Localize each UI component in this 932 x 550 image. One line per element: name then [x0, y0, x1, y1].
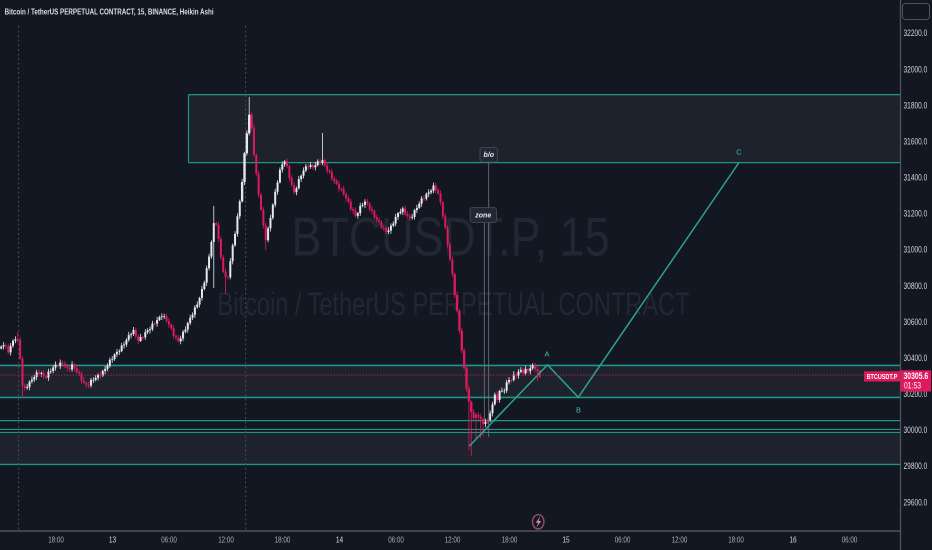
- svg-text:29600.0: 29600.0: [904, 497, 928, 508]
- svg-text:18:00: 18:00: [48, 536, 64, 545]
- svg-text:30400.0: 30400.0: [904, 353, 928, 364]
- svg-text:zone: zone: [474, 212, 491, 219]
- svg-text:01:53: 01:53: [904, 381, 921, 391]
- svg-text:18:00: 18:00: [275, 536, 291, 545]
- svg-text:06:00: 06:00: [615, 536, 631, 545]
- svg-text:29800.0: 29800.0: [904, 461, 928, 472]
- svg-text:12:00: 12:00: [672, 536, 688, 545]
- svg-text:32000.0: 32000.0: [904, 64, 928, 75]
- svg-text:Bitcoin / TetherUS PERPETUAL C: Bitcoin / TetherUS PERPETUAL CONTRACT, 1…: [5, 7, 214, 16]
- svg-text:B: B: [576, 406, 581, 415]
- svg-text:30800.0: 30800.0: [904, 281, 928, 292]
- svg-text:06:00: 06:00: [388, 536, 404, 545]
- svg-text:18:00: 18:00: [728, 536, 744, 545]
- svg-text:12:00: 12:00: [218, 536, 234, 545]
- svg-text:12:00: 12:00: [445, 536, 461, 545]
- svg-text:b/o: b/o: [484, 152, 495, 159]
- svg-text:BTCUSDT.P: BTCUSDT.P: [867, 372, 898, 381]
- svg-text:30000.0: 30000.0: [904, 425, 928, 436]
- svg-text:31800.0: 31800.0: [904, 100, 928, 111]
- svg-text:31600.0: 31600.0: [904, 137, 928, 148]
- svg-text:30305.6: 30305.6: [904, 371, 929, 382]
- svg-text:30200.0: 30200.0: [904, 389, 928, 400]
- svg-text:18:00: 18:00: [502, 536, 518, 545]
- svg-text:31400.0: 31400.0: [904, 173, 928, 184]
- svg-text:32200.0: 32200.0: [904, 28, 928, 39]
- svg-text:Bitcoin / TetherUS PERPETUAL C: Bitcoin / TetherUS PERPETUAL CONTRACT: [218, 286, 690, 322]
- svg-text:16: 16: [789, 536, 796, 545]
- svg-text:A: A: [544, 350, 549, 359]
- svg-text:13: 13: [109, 536, 116, 545]
- svg-text:06:00: 06:00: [161, 536, 177, 545]
- svg-text:30600.0: 30600.0: [904, 317, 928, 328]
- svg-text:15: 15: [562, 536, 570, 545]
- svg-text:31200.0: 31200.0: [904, 209, 928, 220]
- svg-text:14: 14: [336, 536, 344, 545]
- svg-text:06:00: 06:00: [842, 536, 858, 545]
- svg-text:31000.0: 31000.0: [904, 245, 928, 256]
- svg-text:C: C: [736, 148, 742, 157]
